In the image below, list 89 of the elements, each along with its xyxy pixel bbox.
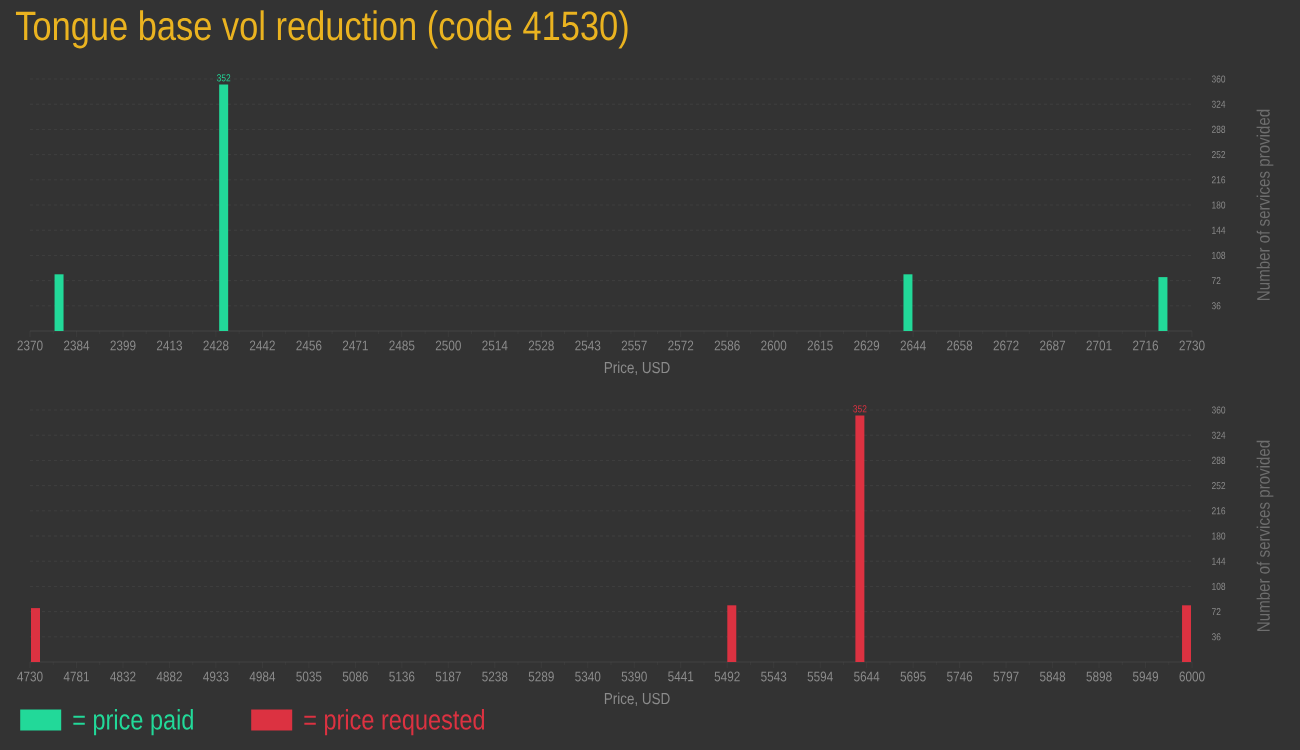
x-tick-label: 4832 [110,671,136,682]
x-tick-label: 2629 [854,340,880,351]
bar [1182,605,1192,662]
x-tick-label: 4933 [203,671,229,682]
x-tick-label: 4882 [156,671,182,682]
y-tick-label: 36 [1211,633,1221,641]
x-tick-label: 5746 [947,671,973,682]
legend-label: = price requested [304,709,485,736]
y-tick-label: 360 [1211,75,1226,83]
data-label: 352 [853,405,867,413]
x-tick-label: 5949 [1132,671,1159,682]
x-tick-label: 2730 [1179,340,1205,351]
y-tick-label: 72 [1211,277,1221,285]
bar [903,274,913,331]
x-tick-label: 2600 [761,340,787,351]
y-tick-label: 144 [1212,557,1226,565]
x-tick-label: 2701 [1086,340,1112,351]
x-tick-label: 4781 [63,671,89,682]
y-tick-label: 288 [1211,125,1226,133]
y-tick-label: 72 [1211,608,1221,616]
x-tick-label: 2399 [110,340,136,351]
x-tick-label: 5594 [807,671,833,682]
x-tick-label: 2716 [1133,340,1159,351]
legend-label: = price paid [73,709,193,736]
x-tick-label: 2485 [389,340,415,351]
bar [30,608,40,662]
x-tick-label: 5340 [575,671,601,682]
bar [54,274,64,331]
y-tick-label: 108 [1212,251,1226,259]
x-tick-label: 5289 [528,671,554,682]
x-tick-label: 2500 [435,340,461,351]
data-label: 352 [216,74,231,82]
x-tick-label: 5848 [1039,671,1066,682]
y-axis-title: Number of services provided [1256,440,1274,631]
x-tick-label: 2615 [807,340,833,351]
x-tick-label: 5441 [668,671,694,682]
bar [727,605,737,662]
x-tick-label: 5136 [389,671,415,682]
y-tick-label: 252 [1211,151,1226,159]
bar [219,84,229,331]
x-tick-label: 2572 [668,340,694,351]
x-axis-title: Price, USD [604,361,670,376]
x-tick-label: 5187 [435,671,461,682]
bar [1158,277,1168,331]
x-tick-label: 2644 [900,340,926,351]
y-tick-label: 216 [1211,507,1226,515]
x-tick-label: 5492 [714,671,740,682]
x-tick-label: 4984 [249,671,276,682]
x-tick-label: 2413 [156,340,182,351]
x-tick-label: 2456 [296,340,322,351]
y-tick-label: 144 [1212,226,1226,234]
x-tick-label: 2528 [528,340,554,351]
y-axis-title: Number of services provided [1256,109,1274,300]
y-tick-label: 324 [1211,431,1226,439]
x-tick-label: 5898 [1086,671,1112,682]
y-tick-label: 360 [1211,406,1226,414]
y-tick-label: 288 [1211,456,1226,464]
y-tick-label: 108 [1212,582,1226,590]
y-tick-label: 216 [1211,176,1226,184]
x-axis-title: Price, USD [604,692,670,707]
x-tick-label: 5543 [761,671,787,682]
x-tick-label: 2384 [64,340,90,351]
x-tick-label: 5695 [900,671,926,682]
x-tick-label: 2428 [203,340,229,351]
chart-title: Tongue base vol reduction (code 41530) [15,10,628,49]
x-tick-label: 2658 [947,340,973,351]
x-tick-label: 5797 [993,671,1019,682]
x-tick-label: 5390 [621,671,647,682]
y-tick-label: 36 [1211,302,1221,310]
y-tick-label: 324 [1211,100,1226,108]
x-tick-label: 6000 [1179,671,1205,682]
x-tick-label: 5086 [342,671,368,682]
x-tick-label: 2687 [1040,340,1066,351]
bar [855,415,865,662]
x-tick-label: 5238 [482,671,508,682]
x-tick-label: 5035 [296,671,322,682]
x-tick-label: 2442 [249,340,275,351]
x-tick-label: 2370 [17,340,43,351]
y-tick-label: 180 [1212,201,1226,209]
y-tick-label: 180 [1212,532,1226,540]
x-tick-label: 2514 [482,340,508,351]
x-tick-label: 5644 [854,671,880,682]
x-tick-label: 2586 [714,340,740,351]
y-tick-label: 252 [1211,482,1226,490]
x-tick-label: 2672 [993,340,1019,351]
x-tick-label: 4730 [17,671,43,682]
x-tick-label: 2471 [342,340,368,351]
x-tick-label: 2543 [575,340,601,351]
x-tick-label: 2557 [621,340,647,351]
